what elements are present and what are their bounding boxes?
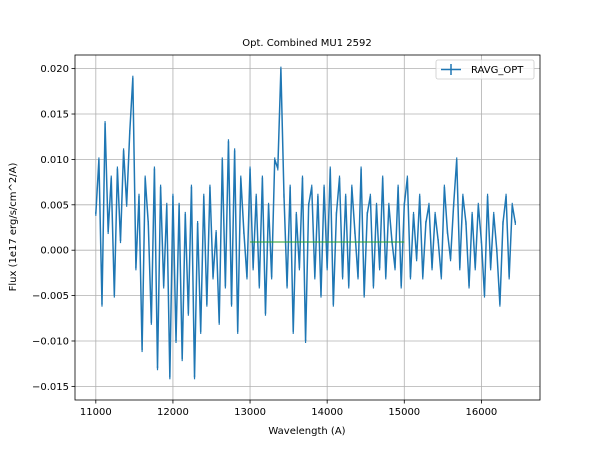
axes-frame [74,54,541,401]
y-tick-label: 0.000 [40,246,69,257]
y-axis-label: Flux (1e17 erg/s/cm^2/A) [8,163,19,292]
y-tick-label: 0.010 [40,155,69,166]
plot-area [95,66,517,380]
legend-label: RAVG_OPT [471,65,524,76]
y-tick-label: 0.015 [40,110,69,121]
y-tick-label: 0.005 [40,200,69,211]
chart-title: Opt. Combined MU1 2592 [242,38,371,49]
legend-box [435,59,535,80]
x-axis: 11000 12000 13000 14000 15000 16000 [80,400,497,418]
y-tick-label: −0.015 [32,382,69,393]
x-axis-label: Wavelength (A) [268,426,345,437]
x-tick-label: 14000 [311,407,343,418]
y-tick-label: −0.005 [32,291,69,302]
x-tick-label: 15000 [388,407,420,418]
x-tick-label: 12000 [157,407,189,418]
x-tick-label: 16000 [465,407,497,418]
x-tick-label: 11000 [80,407,112,418]
legend: RAVG_OPT [435,59,535,80]
y-tick-label: 0.020 [40,64,69,75]
x-tick-label: 13000 [234,407,266,418]
y-axis: −0.015 −0.010 −0.005 0.000 0.005 0.010 0.015 0.… [32,64,75,393]
y-tick-label: −0.010 [32,336,69,347]
